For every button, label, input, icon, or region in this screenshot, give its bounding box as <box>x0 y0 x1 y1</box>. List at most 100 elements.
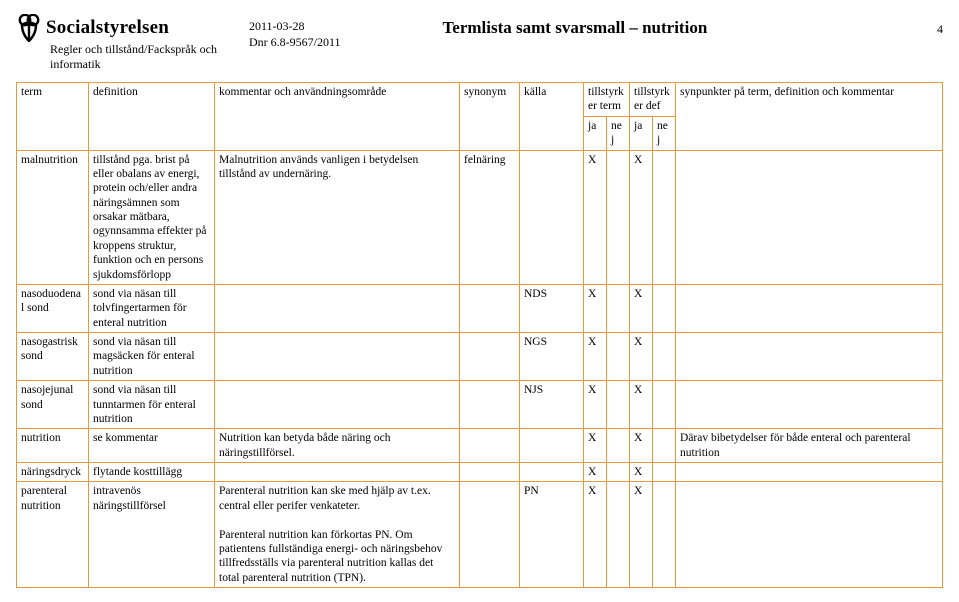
header-row-1: term definition kommentar och användning… <box>17 83 943 117</box>
cell-synpunkter <box>676 150 943 284</box>
cell-synpunkter <box>676 284 943 332</box>
col-tillstyrker-def: tillstyrker def <box>630 83 676 117</box>
cell-term-nej <box>607 482 630 588</box>
cell-term-ja: X <box>584 463 607 482</box>
term-table: term definition kommentar och användning… <box>16 82 943 588</box>
cell-term: näringsdryck <box>17 463 89 482</box>
cell-definition: sond via näsan till tolvfingertarmen för… <box>89 284 215 332</box>
header-left: Socialstyrelsen Regler och tillstånd/Fac… <box>16 14 217 72</box>
cell-synonym: felnäring <box>460 150 520 284</box>
cell-def-nej <box>653 333 676 381</box>
cell-def-nej <box>653 381 676 429</box>
cell-term: malnutrition <box>17 150 89 284</box>
page-header: Socialstyrelsen Regler och tillstånd/Fac… <box>16 14 943 72</box>
table-row: nutritionse kommentarNutrition kan betyd… <box>17 429 943 463</box>
cell-kalla: NGS <box>520 333 584 381</box>
table-row: nasojejunal sondsond via näsan till tunn… <box>17 381 943 429</box>
cell-term: nasojejunal sond <box>17 381 89 429</box>
department: Regler och tillstånd/Fackspråk och infor… <box>50 42 217 72</box>
col-term: term <box>17 83 89 151</box>
cell-synonym <box>460 333 520 381</box>
cell-term-ja: X <box>584 150 607 284</box>
org-name: Socialstyrelsen <box>46 17 169 39</box>
cell-def-ja: X <box>630 284 653 332</box>
cell-term: parenteral nutrition <box>17 482 89 588</box>
col-synonym: synonym <box>460 83 520 151</box>
cell-term-nej <box>607 463 630 482</box>
cell-synonym <box>460 429 520 463</box>
cell-kommentar: Nutrition kan betyda både näring och när… <box>215 429 460 463</box>
cell-term-ja: X <box>584 429 607 463</box>
cell-term-ja: X <box>584 381 607 429</box>
cell-term-ja: X <box>584 333 607 381</box>
cell-def-ja: X <box>630 150 653 284</box>
cell-term-ja: X <box>584 482 607 588</box>
cell-definition: tillstånd pga. brist på eller obalans av… <box>89 150 215 284</box>
header-right: Termlista samt svarsmall – nutrition 4 <box>373 14 943 38</box>
col-kalla: källa <box>520 83 584 151</box>
cell-kommentar <box>215 463 460 482</box>
cell-synpunkter <box>676 333 943 381</box>
cell-def-nej <box>653 482 676 588</box>
dept-line-2: informatik <box>50 57 101 71</box>
cell-term: nasoduodenal sond <box>17 284 89 332</box>
col-def-ja: ja <box>630 116 653 150</box>
cell-term: nutrition <box>17 429 89 463</box>
cell-term-nej <box>607 333 630 381</box>
cell-def-nej <box>653 463 676 482</box>
cell-synonym <box>460 482 520 588</box>
cell-synonym <box>460 463 520 482</box>
table-row: näringsdryckflytande kosttilläggXX <box>17 463 943 482</box>
table-head: term definition kommentar och användning… <box>17 83 943 151</box>
col-tillstyrker-term: tillstyrker term <box>584 83 630 117</box>
cell-kommentar <box>215 284 460 332</box>
table-row: nasoduodenal sondsond via näsan till tol… <box>17 284 943 332</box>
logo-row: Socialstyrelsen <box>16 14 217 42</box>
col-definition: definition <box>89 83 215 151</box>
col-term-ja: ja <box>584 116 607 150</box>
cell-def-ja: X <box>630 381 653 429</box>
cell-kalla: PN <box>520 482 584 588</box>
cell-kommentar: Parenteral nutrition kan ske med hjälp a… <box>215 482 460 588</box>
cell-def-ja: X <box>630 333 653 381</box>
cell-def-nej <box>653 284 676 332</box>
cell-kalla: NJS <box>520 381 584 429</box>
cell-synpunkter <box>676 381 943 429</box>
cell-term-nej <box>607 150 630 284</box>
cell-definition: intravenös näringstillförsel <box>89 482 215 588</box>
col-def-nej: nej <box>653 116 676 150</box>
col-kommentar: kommentar och användningsområde <box>215 83 460 151</box>
page-number: 4 <box>937 18 943 37</box>
col-term-nej: nej <box>607 116 630 150</box>
cell-term-ja: X <box>584 284 607 332</box>
cell-kommentar <box>215 333 460 381</box>
cell-definition: se kommentar <box>89 429 215 463</box>
cell-def-ja: X <box>630 482 653 588</box>
org-logo-icon <box>16 14 42 42</box>
cell-definition: flytande kosttillägg <box>89 463 215 482</box>
table-row: parenteral nutritionintravenös näringsti… <box>17 482 943 588</box>
cell-synpunkter <box>676 463 943 482</box>
header-middle: 2011-03-28 Dnr 6.8-9567/2011 <box>249 14 341 50</box>
col-synpunkter: synpunkter på term, definition och komme… <box>676 83 943 151</box>
cell-term-nej <box>607 381 630 429</box>
cell-definition: sond via näsan till magsäcken för entera… <box>89 333 215 381</box>
doc-title: Termlista samt svarsmall – nutrition <box>443 18 708 38</box>
cell-term: nasogastrisk sond <box>17 333 89 381</box>
table-row: nasogastrisk sondsond via näsan till mag… <box>17 333 943 381</box>
doc-date: 2011-03-28 <box>249 19 305 33</box>
cell-synpunkter: Därav bibetydelser för både enteral och … <box>676 429 943 463</box>
cell-kommentar <box>215 381 460 429</box>
cell-synonym <box>460 381 520 429</box>
cell-kalla <box>520 150 584 284</box>
doc-dnr: Dnr 6.8-9567/2011 <box>249 35 341 49</box>
cell-definition: sond via näsan till tunntarmen för enter… <box>89 381 215 429</box>
cell-kalla: NDS <box>520 284 584 332</box>
cell-kalla <box>520 429 584 463</box>
cell-synonym <box>460 284 520 332</box>
cell-term-nej <box>607 429 630 463</box>
cell-def-nej <box>653 150 676 284</box>
cell-kalla <box>520 463 584 482</box>
cell-synpunkter <box>676 482 943 588</box>
table-body: malnutritiontillstånd pga. brist på elle… <box>17 150 943 588</box>
